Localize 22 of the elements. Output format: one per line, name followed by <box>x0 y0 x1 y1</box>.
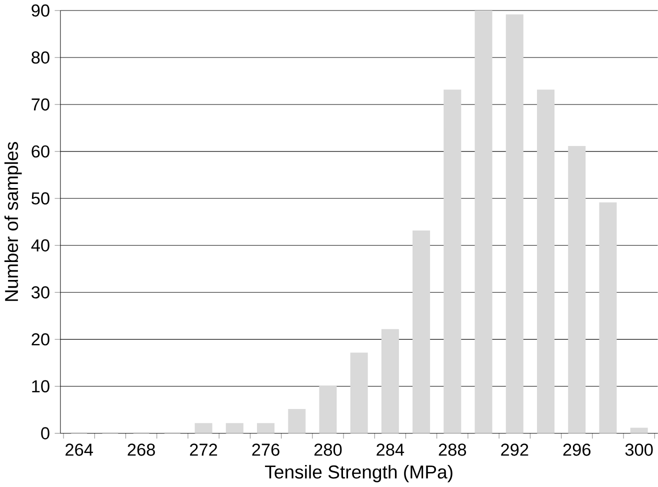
x-tick-label: 280 <box>314 444 342 456</box>
y-tick-label: 70 <box>32 98 50 111</box>
x-tick-label: 272 <box>190 444 218 456</box>
x-tick-label: 300 <box>625 444 653 456</box>
x-tick-label: 284 <box>376 444 404 456</box>
y-tick-label: 0 <box>41 427 50 440</box>
y-tick-label: 30 <box>32 286 50 299</box>
y-tick-label: 80 <box>32 52 50 64</box>
x-tick-label: 292 <box>501 444 528 456</box>
x-tick-label: 288 <box>438 444 466 456</box>
y-tick-label: 50 <box>32 192 50 205</box>
y-tick-label: 40 <box>31 239 50 252</box>
y-tick-label: 90 <box>32 4 50 17</box>
x-tick-label: 268 <box>128 444 155 456</box>
x-tick-label: 276 <box>252 444 280 456</box>
y-axis-title: Number of samples <box>4 142 22 302</box>
y-tick-label: 20 <box>32 333 50 346</box>
y-tick-label: 10 <box>32 380 50 393</box>
x-tick-label: 264 <box>66 444 93 456</box>
y-tick-label: 60 <box>32 145 50 158</box>
x-tick-label: 296 <box>563 444 590 456</box>
x-axis-title: Tensile Strength (MPa) <box>264 465 452 482</box>
